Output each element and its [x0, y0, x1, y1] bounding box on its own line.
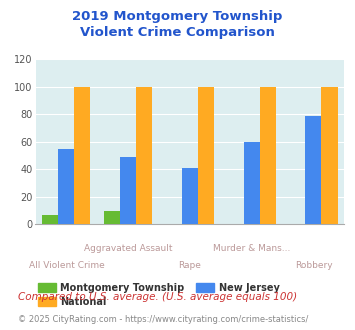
Bar [120, 157, 136, 224]
Bar [244, 142, 260, 224]
Text: Compared to U.S. average. (U.S. average equals 100): Compared to U.S. average. (U.S. average … [18, 292, 297, 302]
Text: Murder & Mans...: Murder & Mans... [213, 244, 290, 253]
Text: 2019 Montgomery Township
Violent Crime Comparison: 2019 Montgomery Township Violent Crime C… [72, 10, 283, 39]
Bar [182, 168, 198, 224]
Text: Aggravated Assault: Aggravated Assault [84, 244, 173, 253]
Bar [305, 116, 322, 224]
Bar [260, 87, 276, 224]
Text: Rape: Rape [179, 261, 201, 270]
Bar [75, 87, 91, 224]
Legend: Montgomery Township, National, New Jersey: Montgomery Township, National, New Jerse… [34, 279, 284, 311]
Text: All Violent Crime: All Violent Crime [28, 261, 104, 270]
Bar [58, 149, 75, 224]
Bar [198, 87, 214, 224]
Bar [136, 87, 152, 224]
Text: © 2025 CityRating.com - https://www.cityrating.com/crime-statistics/: © 2025 CityRating.com - https://www.city… [18, 315, 308, 324]
Bar [322, 87, 338, 224]
Bar [104, 211, 120, 224]
Bar [42, 215, 58, 224]
Text: Robbery: Robbery [295, 261, 332, 270]
